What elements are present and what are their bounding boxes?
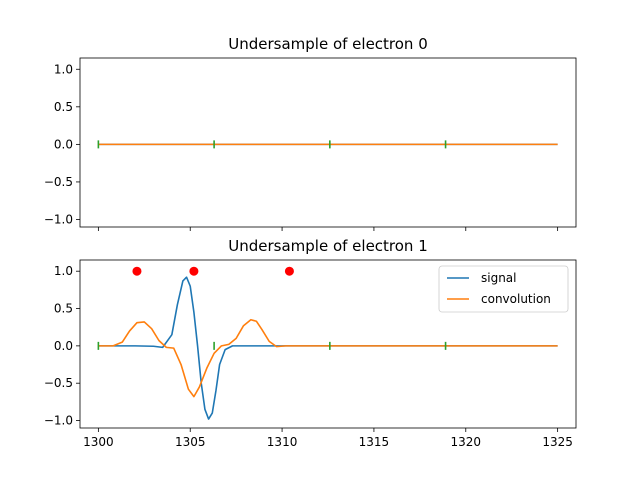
y-tick-label: −0.5 bbox=[44, 376, 73, 390]
peak-point bbox=[132, 266, 142, 276]
x-tick-label: 1300 bbox=[83, 435, 114, 449]
x-tick-label: 1320 bbox=[451, 435, 482, 449]
subplot-electron-1: Undersample of electron 1 1.0 0.5 0.0 −0.5 −1… bbox=[44, 237, 577, 449]
peak-point bbox=[284, 266, 294, 276]
chart-title: Undersample of electron 0 bbox=[228, 35, 428, 53]
legend-label-signal: signal bbox=[481, 271, 517, 285]
x-tick-label: 1315 bbox=[359, 435, 390, 449]
x-tick-label: 1310 bbox=[267, 435, 298, 449]
y-tick-label: 0.5 bbox=[54, 302, 73, 316]
axes-frame bbox=[79, 259, 577, 429]
series-convolution-line bbox=[98, 318, 558, 398]
plot-area bbox=[97, 140, 558, 149]
x-tick-label: 1305 bbox=[175, 435, 206, 449]
legend-label-convolution: convolution bbox=[481, 292, 551, 306]
y-tick-label: −0.5 bbox=[44, 175, 73, 189]
y-tick-label: 1.0 bbox=[54, 264, 73, 278]
subplot-electron-0: Undersample of electron 0 1.0 0.5 0.0 −0.5 −1… bbox=[44, 35, 577, 231]
y-tick-label: 1.0 bbox=[54, 62, 73, 76]
x-tick-label: 1325 bbox=[542, 435, 573, 449]
y-tick-label: 0.5 bbox=[54, 100, 73, 114]
y-tick-label: −1.0 bbox=[44, 212, 73, 226]
plot-area bbox=[97, 266, 558, 420]
y-tick-label: 0.0 bbox=[54, 137, 73, 151]
series-signal-line bbox=[98, 276, 558, 420]
peak-point bbox=[189, 266, 199, 276]
y-tick-label: 0.0 bbox=[54, 339, 73, 353]
y-tick-label: −1.0 bbox=[44, 414, 73, 428]
axes-frame bbox=[79, 57, 577, 228]
chart-title: Undersample of electron 1 bbox=[228, 237, 428, 255]
legend-box bbox=[438, 265, 569, 313]
